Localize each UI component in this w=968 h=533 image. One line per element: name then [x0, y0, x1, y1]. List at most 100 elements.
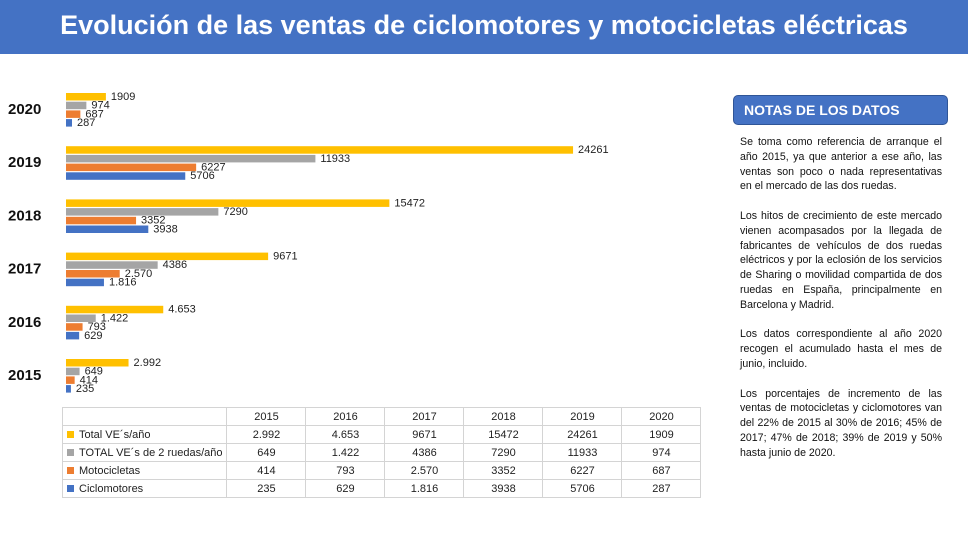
- table-cell: 4.653: [305, 425, 386, 444]
- data-label: 3352: [141, 215, 165, 227]
- bar: [66, 208, 219, 216]
- legend-entry: Ciclomotores: [61, 479, 228, 498]
- data-label: 24261: [578, 144, 609, 156]
- table-cell: 6227: [542, 461, 623, 480]
- legend-label: Total VE´s/año: [79, 428, 151, 441]
- data-label: 687: [85, 108, 103, 120]
- table-row: TOTAL VE´s de 2 ruedas/año 649 1.422 4386 72…: [61, 443, 702, 462]
- bar: [66, 172, 186, 180]
- table-cell: 287: [621, 479, 702, 498]
- note-paragraph: Los datos correspondiente al año 2020 re…: [740, 328, 942, 370]
- chart-title: Evolución de las ventas de ciclomotores …: [0, 0, 968, 54]
- table-cell: 793: [305, 461, 386, 480]
- table-header: 2018: [463, 407, 544, 426]
- legend-label: Motocicletas: [79, 464, 141, 477]
- table-header: 2020: [621, 407, 702, 426]
- table-cell: 4386: [384, 443, 465, 462]
- data-label: 9671: [273, 251, 297, 263]
- legend-entry: Total VE´s/año: [61, 425, 228, 444]
- bar: [66, 199, 390, 207]
- table-cell: 11933: [542, 443, 623, 462]
- table-row: Ciclomotores 235 629 1.816 3938 5706 287: [61, 479, 702, 498]
- legend-label: TOTAL VE´s de 2 ruedas/año: [79, 446, 223, 459]
- data-label: 7290: [223, 206, 247, 218]
- legend-swatch: [67, 430, 74, 438]
- bar: [66, 93, 106, 101]
- data-table: 2015 2016 2017 2018 2019 2020 Total VE´s/año 2.…: [61, 407, 702, 498]
- bar: [66, 314, 96, 322]
- y-tick-label: 2017: [8, 261, 41, 278]
- note-paragraph: Los hitos de crecimiento de este mercado…: [740, 209, 942, 311]
- legend-swatch: [67, 484, 74, 492]
- table-header-row: 2015 2016 2017 2018 2019 2020: [61, 407, 702, 426]
- data-label: 11933: [320, 153, 350, 165]
- table-cell: 2.570: [384, 461, 465, 480]
- table-cell: 629: [305, 479, 386, 498]
- bar: [66, 385, 71, 393]
- table-row: Total VE´s/año 2.992 4.653 9671 15472 24261 19…: [61, 425, 702, 444]
- bar: [66, 119, 72, 127]
- table-cell: 24261: [542, 425, 623, 444]
- bar: [66, 225, 149, 233]
- table-header: 2017: [384, 407, 465, 426]
- table-cell: 5706: [542, 479, 623, 498]
- data-label: 235: [76, 383, 94, 395]
- legend-swatch: [67, 448, 74, 456]
- y-tick-label: 2020: [8, 101, 41, 118]
- bar: [66, 110, 81, 118]
- table-header: 2016: [305, 407, 386, 426]
- bar: [66, 278, 104, 287]
- bar: [66, 323, 83, 331]
- table-cell: 1909: [621, 425, 702, 444]
- bar: [66, 216, 137, 225]
- data-label: 1.816: [109, 277, 137, 289]
- bar: [66, 367, 80, 376]
- table-cell: 3938: [463, 479, 544, 498]
- table-cell: 235: [226, 479, 307, 498]
- bar: [66, 331, 80, 340]
- bar: [66, 146, 574, 154]
- table-cell: 649: [226, 443, 307, 462]
- bar: [66, 154, 316, 163]
- table-cell: 414: [226, 461, 307, 480]
- data-label: 4.653: [168, 304, 196, 316]
- y-tick-label: 2016: [8, 314, 41, 331]
- table-cell: 7290: [463, 443, 544, 462]
- data-label: 1909: [111, 91, 135, 103]
- data-label: 649: [85, 366, 103, 378]
- table-cell: 2.992: [226, 425, 307, 444]
- data-label: 3938: [153, 223, 177, 235]
- y-tick-label: 2019: [8, 154, 41, 171]
- y-tick-label: 2018: [8, 207, 41, 224]
- data-label: 2.992: [134, 357, 162, 369]
- note-paragraph: Los porcentajes de incremento de las ven…: [740, 387, 942, 459]
- legend-entry: TOTAL VE´s de 2 ruedas/año: [61, 443, 228, 462]
- table-row: Motocicletas 414 793 2.570 3352 6227 687: [61, 461, 702, 480]
- data-label: 15472: [394, 197, 425, 209]
- bar: [66, 252, 269, 261]
- bar: [66, 101, 87, 110]
- table-header: 2019: [542, 407, 623, 426]
- table-cell: 974: [621, 443, 702, 462]
- bar: [66, 305, 164, 314]
- data-label: 287: [77, 117, 95, 129]
- table-cell: 15472: [463, 425, 544, 444]
- data-label: 1.422: [101, 312, 129, 324]
- data-label: 4386: [163, 259, 187, 271]
- table-cell: 3352: [463, 461, 544, 480]
- data-label: 5706: [190, 170, 214, 182]
- data-label: 2.570: [125, 268, 153, 280]
- table-corner: [61, 407, 228, 426]
- notes: Se toma como referencia de arranque el a…: [740, 135, 942, 475]
- table-cell: 1.816: [384, 479, 465, 498]
- bar: [66, 270, 120, 278]
- table-cell: 9671: [384, 425, 465, 444]
- bar: [66, 359, 129, 367]
- table-cell: 687: [621, 461, 702, 480]
- table-header: 2015: [226, 407, 307, 426]
- data-label: 974: [91, 100, 109, 112]
- bar: [66, 261, 158, 269]
- legend-swatch: [67, 466, 74, 474]
